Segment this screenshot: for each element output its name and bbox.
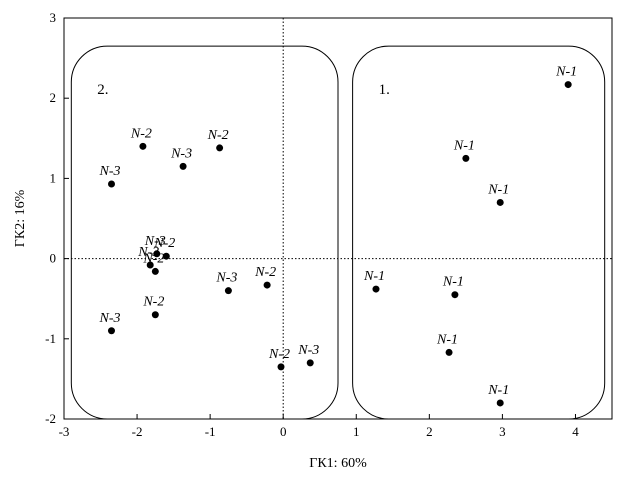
x-tick-label: 1 <box>353 424 360 439</box>
x-tick-label: 4 <box>572 424 579 439</box>
data-point-label: N-1 <box>555 65 577 80</box>
data-point-label: N-1 <box>487 383 509 398</box>
data-point <box>372 285 380 293</box>
data-point <box>162 252 170 260</box>
data-point-label: N-3 <box>144 234 166 249</box>
data-point <box>153 250 161 258</box>
data-point <box>462 154 470 162</box>
x-tick-label: 2 <box>426 424 433 439</box>
data-point <box>306 359 314 367</box>
y-tick-label: 2 <box>50 90 57 105</box>
data-point <box>263 281 271 289</box>
data-point <box>496 399 504 407</box>
group-boxes: 1. 2. <box>70 45 606 420</box>
data-point-label: N-1 <box>436 332 458 347</box>
y-axis-label: ГК2: 16% <box>13 189 28 247</box>
data-point-label: N-1 <box>453 138 475 153</box>
data-point-label: N-3 <box>215 271 237 286</box>
data-point-label: N-2 <box>130 126 152 141</box>
data-point-label: N-1 <box>442 275 464 290</box>
data-point-label: N-3 <box>98 164 120 179</box>
data-point <box>564 81 572 89</box>
x-tick-label: -1 <box>205 424 216 439</box>
data-point <box>496 198 504 206</box>
x-axis-label: ГК1: 60% <box>309 456 367 471</box>
plot-area <box>63 17 613 420</box>
data-point <box>107 180 115 188</box>
x-tick-label: 0 <box>280 424 287 439</box>
data-point-label: N-3 <box>170 146 192 161</box>
group-label: 2. <box>97 82 108 98</box>
data-point <box>151 311 159 319</box>
x-tick-label: -3 <box>59 424 70 439</box>
data-point-label: N-1 <box>363 269 385 284</box>
group-box-2 <box>70 45 339 420</box>
data-point-label: N-2 <box>142 251 164 266</box>
group-label: 1. <box>379 82 390 98</box>
data-point-label: N-2 <box>254 265 276 280</box>
data-point <box>107 327 115 335</box>
reference-lines <box>64 18 612 419</box>
data-point-label: N-2 <box>268 347 290 362</box>
data-point-label: N-3 <box>297 343 319 358</box>
data-point <box>151 267 159 275</box>
y-tick-label: 1 <box>50 170 57 185</box>
group-box-1 <box>352 45 606 420</box>
data-point <box>139 142 147 150</box>
data-point <box>179 162 187 170</box>
data-point <box>451 291 459 299</box>
x-tick-label: 3 <box>499 424 506 439</box>
data-point <box>277 363 285 371</box>
data-point-label: N-2 <box>207 128 229 143</box>
data-point-label: N-3 <box>98 311 120 326</box>
y-tick-label: 3 <box>50 10 57 25</box>
data-point-label: N-2 <box>153 236 175 251</box>
data-point-label: N-3 <box>137 245 159 260</box>
y-tick-label: -2 <box>45 411 56 426</box>
data-point <box>224 287 232 295</box>
y-tick-label: -1 <box>45 331 56 346</box>
data-point <box>445 348 453 356</box>
data-point-label: N-1 <box>487 182 509 197</box>
data-point <box>146 261 154 269</box>
data-point <box>216 144 224 152</box>
data-point-label: N-2 <box>142 295 164 310</box>
x-tick-label: -2 <box>132 424 143 439</box>
y-tick-label: 0 <box>50 251 57 266</box>
data-points: N-1N-1N-1N-1 N-1N-1N-1N-2 N-2N-3N-3N-3N-3N… <box>98 65 577 407</box>
